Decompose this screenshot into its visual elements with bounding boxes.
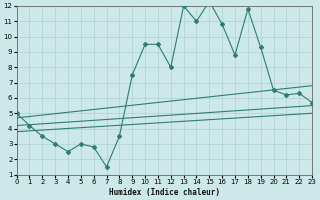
X-axis label: Humidex (Indice chaleur): Humidex (Indice chaleur) — [109, 188, 220, 197]
